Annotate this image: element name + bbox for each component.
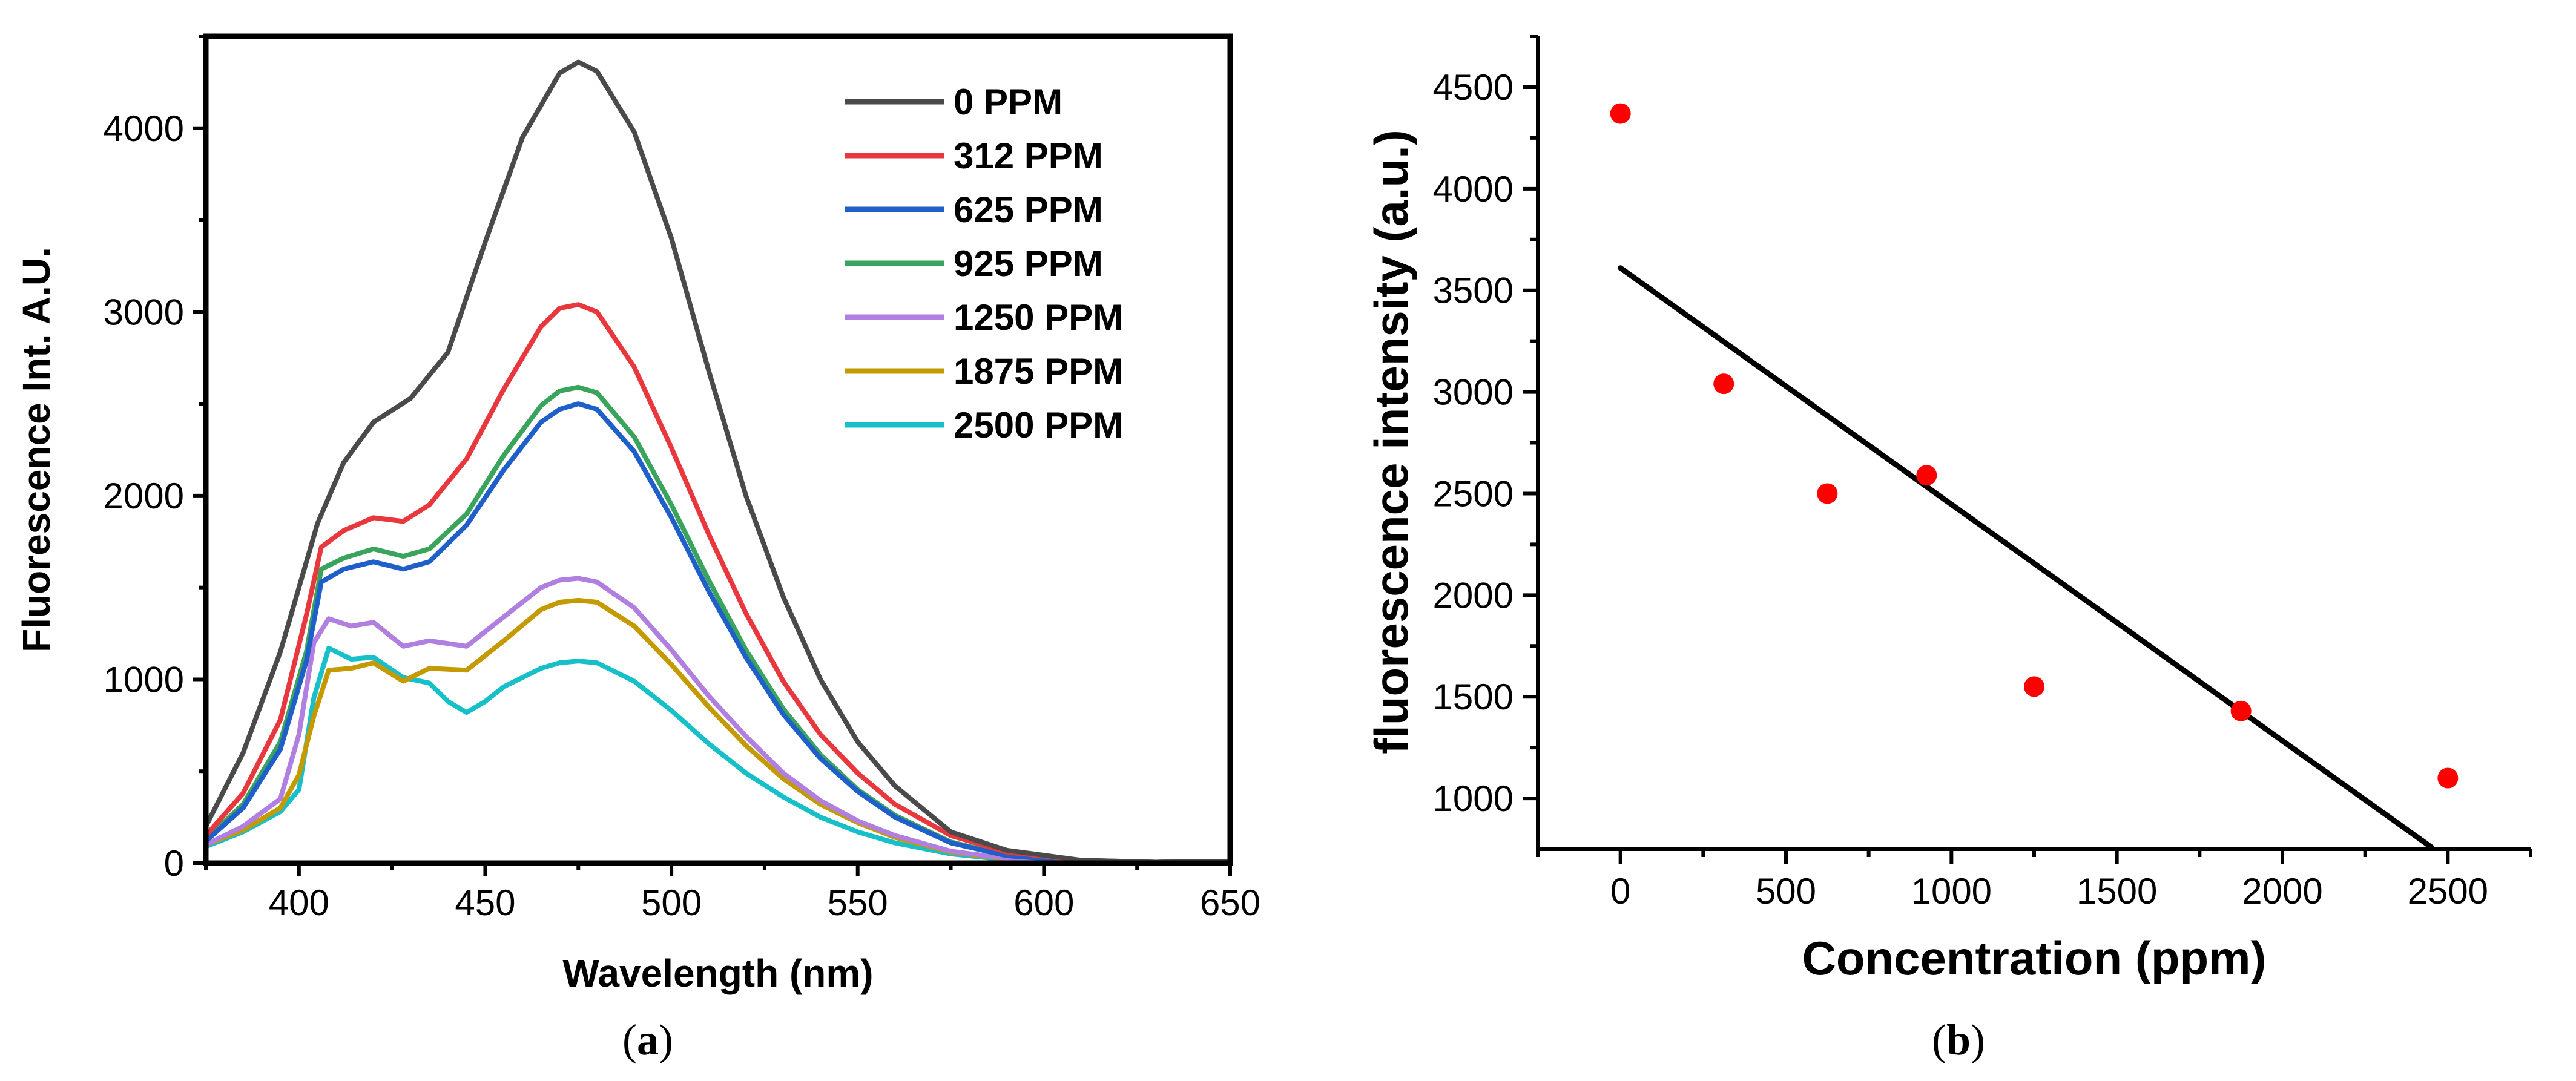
chart-a-legend-label-312-ppm: 312 PPM [954,136,1103,176]
chart-a-x-tick-label: 600 [1013,882,1074,923]
chart-a-plot-frame [203,33,1233,866]
chart-b-point [1916,465,1937,486]
chart-b-ticks: 0 500 1000 1500 2000 2500 1000 1500 2000 2500 3000… [1433,34,2532,912]
chart-a-xlabel: Wavelength (nm) [562,951,873,995]
chart-a-series-1875-ppm [203,597,1233,865]
chart-a-x-tick-label: 500 [641,882,702,923]
chart-b-point [1713,373,1734,395]
chart-a-series-0-ppm [203,59,1233,865]
chart-b-x-tick-label: 1000 [1911,871,1992,912]
chart-b-ylabel: fluorescence intensity (a.u.) [1365,130,1418,754]
chart-b-point [2024,676,2044,697]
chart-a-x-tick-label: 550 [828,882,888,923]
chart-b-point [2437,767,2459,789]
chart-b-y-tick-label: 1000 [1433,778,1514,819]
chart-b-x-tick-label: 0 [1610,871,1630,912]
chart-a-x-tick-label: 400 [269,882,329,923]
chart-a-legend-label-0-ppm: 0 PPM [954,82,1062,122]
chart-b-x-tick-label: 2000 [2242,871,2322,912]
chart-a-series-group [203,59,1233,865]
chart-a-ylabel: Fluorescence Int. A.U. [15,247,58,652]
chart-a-series-2500-ppm [203,645,1233,865]
chart-a-legend-label-1875-ppm: 1875 PPM [954,351,1123,392]
chart-b-y-tick-label: 1500 [1433,677,1514,717]
chart-b-y-tick-label: 3000 [1433,372,1514,413]
chart-b-x-tick-label: 2500 [2408,871,2488,912]
chart-a-legend-label-925-ppm: 925 PPM [954,243,1103,284]
chart-a-x-tick-label: 450 [455,882,515,923]
chart-b-y-tick-label: 4000 [1433,169,1514,209]
chart-a-legend-label-2500-ppm: 2500 PPM [954,405,1123,445]
chart-a-series-312-ppm [203,302,1233,865]
chart-b-point [1817,483,1838,504]
chart-a-legend-label-1250-ppm: 1250 PPM [954,297,1123,338]
chart-a-ticks: 400 450 500 550 600 650 0 1000 2000 3000 4000 [104,34,1260,923]
chart-b-point [2230,700,2252,721]
chart-b-y-tick-label: 3500 [1433,271,1514,311]
chart-a-y-tick-label: 4000 [104,108,184,149]
panel-b-caption: (b) [1932,1016,1985,1064]
chart-b-x-tick-label: 500 [1756,871,1816,912]
chart-b-y-tick-label: 2500 [1433,473,1514,514]
chart-a: 400 450 500 550 600 650 0 1000 2000 3000 4000 0 PP… [15,33,1260,1064]
chart-b: 0 500 1000 1500 2000 2500 1000 1500 2000 2500 3000… [1365,34,2532,1064]
panel-a-caption: (a) [622,1016,673,1064]
chart-b-fit-line [1618,265,2434,850]
chart-a-legend-label-625-ppm: 625 PPM [954,189,1103,230]
chart-a-y-tick-label: 2000 [104,476,184,516]
chart-b-point [1610,103,1631,124]
chart-a-x-tick-label: 650 [1200,882,1260,923]
chart-a-y-tick-label: 0 [164,843,184,884]
chart-b-y-tick-label: 2000 [1433,575,1514,616]
chart-a-y-tick-label: 3000 [104,292,184,332]
chart-a-series-625-ppm [203,401,1233,865]
chart-b-x-tick-label: 1500 [2077,871,2157,912]
chart-b-y-tick-label: 4500 [1433,67,1514,108]
chart-b-xlabel: Concentration (ppm) [1802,932,2267,985]
chart-b-series-group [1610,103,2459,850]
chart-a-legend: 0 PPM 312 PPM 625 PPM 925 PPM 1250 PPM 1875 P… [845,82,1123,445]
chart-a-series-1250-ppm [203,576,1233,865]
chart-a-y-tick-label: 1000 [104,659,184,700]
